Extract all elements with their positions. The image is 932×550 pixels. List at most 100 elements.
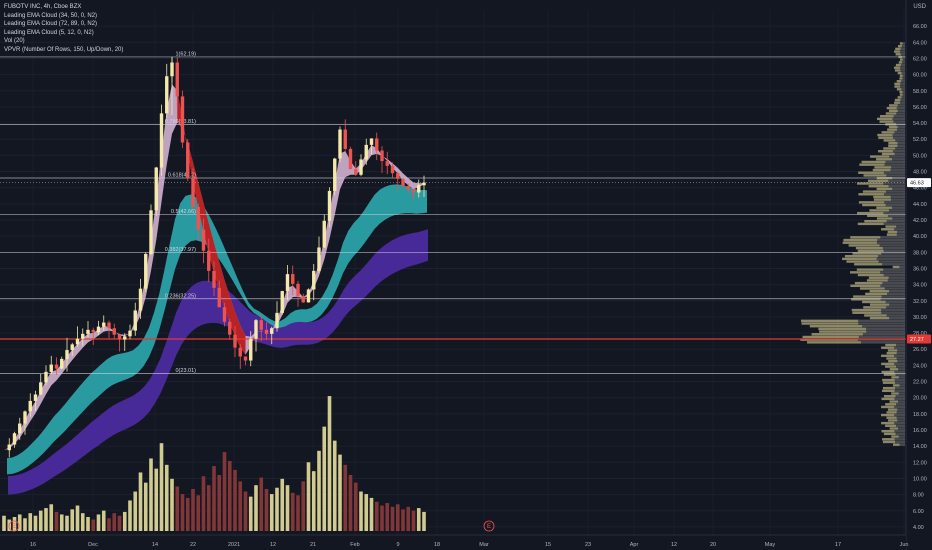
volume-bar: [385, 503, 390, 531]
volume-bar: [212, 466, 216, 531]
vpvr-row-down: [877, 238, 905, 242]
volume-bar: [290, 492, 295, 531]
candle-body: [96, 326, 101, 333]
vpvr-row-up: [892, 384, 900, 387]
volume-bar: [411, 510, 416, 531]
y-tick-label: 44.00: [913, 202, 927, 208]
y-tick-label: 46.00: [913, 186, 927, 192]
volume-bar: [17, 514, 22, 531]
candle-body: [275, 312, 279, 329]
vpvr-row-down: [902, 74, 905, 78]
candle-body: [60, 358, 64, 369]
vpvr-row-up: [843, 238, 878, 242]
vpvr-row-down: [902, 61, 905, 64]
candle-body: [133, 310, 137, 331]
legend-indicator[interactable]: Vol (20): [4, 38, 25, 45]
x-tick-label: 12: [671, 542, 677, 548]
vpvr-row-down: [894, 389, 905, 393]
vpvr-row-down: [890, 168, 905, 172]
vpvr-row-up: [872, 168, 891, 172]
vpvr-row-down: [902, 90, 905, 94]
volume-bar: [59, 514, 64, 531]
vpvr-row-down: [894, 131, 905, 134]
y-tick-label: 6.00: [913, 509, 924, 515]
vpvr-row-down: [894, 397, 905, 401]
vpvr-row-up: [854, 263, 883, 266]
vpvr-row-up: [855, 246, 883, 250]
vpvr-row-up: [807, 341, 861, 344]
vpvr-row-down: [892, 187, 905, 191]
vpvr-row-down: [899, 384, 905, 387]
candle-body: [159, 113, 164, 168]
candle-body: [112, 328, 116, 335]
vpvr-row-up: [859, 163, 885, 166]
candle-body: [12, 433, 17, 445]
vpvr-row-down: [890, 195, 905, 199]
legend-symbol[interactable]: FUBOTV INC, 4h, Cboe BZX: [4, 4, 82, 10]
vpvr-row-down: [858, 319, 905, 323]
y-tick-label: 62.00: [913, 56, 927, 62]
candle-body: [249, 338, 253, 361]
vpvr-row-down: [876, 257, 905, 261]
legend-indicator[interactable]: Leading EMA Cloud (34, 50, 0, N2): [4, 12, 98, 19]
ema-clouds: [4, 84, 428, 495]
vpvr-row-down: [888, 276, 905, 279]
vpvr-row-down: [896, 351, 905, 355]
volume-bar: [54, 511, 59, 531]
volume-bar: [327, 396, 332, 531]
vpvr-row-down: [900, 82, 905, 86]
volume-bar: [180, 494, 185, 531]
candle-body: [233, 334, 237, 348]
vpvr-row-down: [896, 403, 905, 406]
vpvr-row-down: [895, 395, 905, 398]
candle-body: [327, 190, 332, 221]
vpvr-row-up: [883, 139, 896, 142]
vpvr-row-down: [894, 405, 905, 409]
vpvr-row-down: [886, 190, 905, 193]
candle-body: [369, 138, 374, 145]
volume-bar: [12, 517, 17, 531]
vpvr-row-down: [886, 306, 905, 309]
vpvr-row-down: [891, 158, 905, 161]
y-tick-label: 36.00: [913, 266, 927, 272]
vpvr-row-up: [868, 276, 889, 279]
vpvr-row-up: [801, 322, 859, 325]
vpvr-row-down: [896, 424, 905, 428]
y-tick-label: 52.00: [913, 137, 927, 143]
vpvr-row-up: [888, 360, 898, 363]
candle-body: [228, 321, 232, 335]
candle-body: [359, 159, 363, 175]
legend-indicator[interactable]: Leading EMA Cloud (5, 12, 0, N2): [4, 29, 94, 36]
candle-body: [217, 287, 221, 308]
vpvr-row-down: [889, 303, 905, 306]
vpvr-row-up: [868, 185, 889, 188]
vpvr-row-down: [884, 201, 905, 204]
vpvr-row-up: [876, 217, 893, 220]
y-tick-label: 42.00: [913, 218, 927, 224]
vpvr-row-down: [896, 416, 905, 419]
vpvr-row-down: [898, 392, 905, 395]
vpvr-row-up: [869, 290, 890, 293]
volume-bar: [238, 481, 243, 531]
vpvr-row-down: [897, 230, 905, 234]
vpvr-row-up: [869, 316, 890, 320]
earnings-event-icon: [8, 520, 20, 532]
legend-indicator[interactable]: VPVR (Number Of Rows, 150, Up/Down, 20): [4, 46, 124, 53]
vpvr-row-down: [880, 236, 905, 239]
y-tick-label: 56.00: [913, 105, 927, 111]
vpvr-row-up: [895, 53, 901, 56]
x-tick-label: Apr: [630, 542, 639, 548]
volume-bar: [80, 513, 85, 531]
vpvr-row-down: [895, 440, 905, 444]
volume-bar: [117, 515, 122, 531]
vpvr-row-up: [889, 427, 899, 430]
vpvr-row-up: [897, 71, 902, 75]
x-tick-label: 17: [835, 542, 841, 548]
volume-bar: [138, 472, 143, 531]
vpvr-row-up: [869, 209, 889, 212]
vpvr-row-down: [897, 419, 905, 422]
candle-body: [23, 411, 27, 424]
legend-indicator[interactable]: Leading EMA Cloud (72, 89, 0, N2): [4, 21, 98, 28]
